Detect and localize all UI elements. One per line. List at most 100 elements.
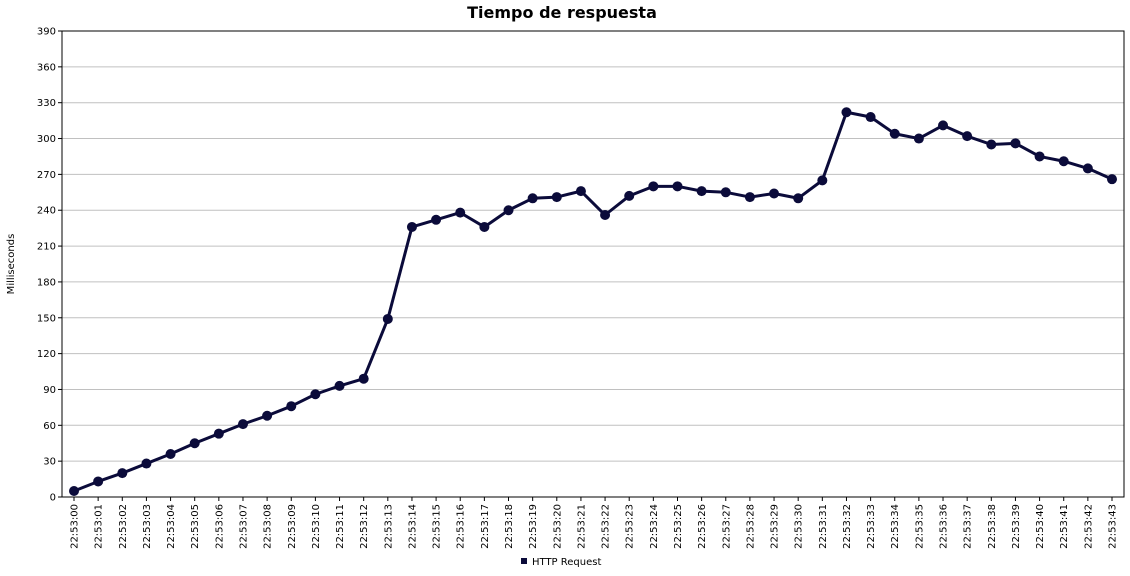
x-tick-label: 22:53:00 [70, 504, 81, 549]
x-tick-label: 22:53:40 [1035, 504, 1046, 549]
data-point [165, 448, 176, 459]
series-line [73, 110, 1113, 493]
data-point [262, 410, 273, 421]
data-point [672, 181, 683, 192]
x-tick-label: 22:53:31 [818, 504, 829, 549]
x-tick-label: 22:53:05 [190, 504, 201, 549]
x-tick-label: 22:53:12 [359, 504, 370, 549]
x-tick-label: 22:53:43 [1108, 504, 1119, 549]
y-tick-label: 360 [37, 62, 56, 73]
y-tick-label: 300 [37, 134, 56, 145]
x-tick-label: 22:53:19 [528, 504, 539, 549]
x-tick-label: 22:53:42 [1083, 504, 1094, 549]
data-point [93, 476, 104, 487]
x-tick-label: 22:53:39 [1011, 504, 1022, 549]
data-point [1058, 156, 1069, 167]
series-http-request [69, 107, 1117, 497]
data-point [744, 192, 755, 203]
data-point [479, 221, 490, 232]
data-point [913, 133, 924, 144]
x-tick-label: 22:53:02 [118, 504, 129, 549]
data-point [720, 187, 731, 198]
grid-lines [62, 66, 1124, 462]
x-tick-label: 22:53:24 [649, 504, 660, 549]
data-point [69, 486, 79, 497]
data-point [986, 139, 997, 150]
x-tick-label: 22:53:32 [842, 504, 853, 549]
data-point [865, 112, 876, 123]
x-tick-label: 22:53:37 [963, 504, 974, 549]
x-tick-label: 22:53:30 [794, 504, 805, 549]
data-point [841, 107, 852, 118]
y-tick-label: 0 [50, 493, 56, 504]
x-tick-label: 22:53:22 [601, 504, 612, 549]
data-point [286, 401, 297, 412]
x-tick-label: 22:53:41 [1059, 504, 1070, 549]
y-tick-label: 390 [37, 27, 56, 38]
data-point [889, 128, 900, 139]
x-tick-label: 22:53:20 [552, 504, 563, 549]
data-point [141, 458, 152, 469]
data-point [1034, 151, 1045, 162]
x-tick-label: 22:53:35 [914, 504, 925, 549]
x-tick-label: 22:53:10 [311, 504, 322, 549]
data-point [1010, 138, 1021, 149]
y-tick-label: 210 [37, 242, 56, 253]
x-tick-label: 22:53:14 [407, 504, 418, 549]
x-tick-label: 22:53:21 [576, 504, 587, 549]
x-tick-label: 22:53:34 [890, 504, 901, 549]
data-point [213, 428, 224, 439]
y-axis-label: Milliseconds [6, 234, 17, 295]
x-tick-label: 22:53:17 [480, 504, 491, 549]
data-point [793, 193, 804, 204]
data-point [938, 120, 949, 131]
x-tick-label: 22:53:06 [214, 504, 225, 549]
x-tick-label: 22:53:01 [94, 504, 105, 549]
x-tick-label: 22:53:26 [697, 504, 708, 549]
x-tick-label: 22:53:16 [456, 504, 467, 549]
legend: HTTP Request [521, 557, 601, 568]
y-tick-label: 180 [37, 277, 56, 288]
data-point [817, 175, 828, 186]
data-point [503, 205, 514, 216]
data-point [1107, 174, 1117, 185]
plot-area [61, 30, 1125, 498]
y-axis: 0 30 60 90 120 150 180 210 240 270 300 330 360 390 [37, 27, 62, 504]
chart-title: Tiempo de respuesta [467, 3, 657, 22]
data-point [455, 207, 466, 218]
x-tick-label: 22:53:09 [287, 504, 298, 549]
x-tick-label: 22:53:29 [770, 504, 781, 549]
data-point [600, 210, 611, 221]
data-point [406, 221, 417, 232]
data-point [551, 192, 562, 203]
legend-swatch [521, 558, 527, 564]
data-point [334, 380, 345, 391]
x-tick-label: 22:53:27 [721, 504, 732, 549]
x-tick-label: 22:53:28 [745, 504, 756, 549]
y-tick-label: 120 [37, 349, 56, 360]
data-point [648, 181, 659, 192]
x-axis: 22:53:00 22:53:01 22:53:02 22:53:03 22:53:04… [70, 497, 1119, 549]
y-tick-label: 330 [37, 98, 56, 109]
y-tick-label: 60 [43, 421, 56, 432]
data-point [962, 131, 973, 142]
data-point [310, 389, 321, 400]
x-tick-label: 22:53:04 [166, 504, 177, 549]
x-tick-label: 22:53:38 [987, 504, 998, 549]
data-point [431, 214, 442, 225]
data-point [237, 419, 248, 430]
x-tick-label: 22:53:18 [504, 504, 515, 549]
y-tick-label: 240 [37, 206, 56, 217]
data-point [696, 186, 707, 197]
legend-label: HTTP Request [532, 557, 601, 568]
data-point [358, 373, 369, 384]
data-point [382, 313, 393, 324]
x-tick-label: 22:53:33 [866, 504, 877, 549]
data-point [624, 190, 635, 201]
data-point [189, 438, 200, 449]
x-tick-label: 22:53:25 [673, 504, 684, 549]
x-tick-label: 22:53:13 [383, 504, 394, 549]
x-tick-label: 22:53:23 [625, 504, 636, 549]
